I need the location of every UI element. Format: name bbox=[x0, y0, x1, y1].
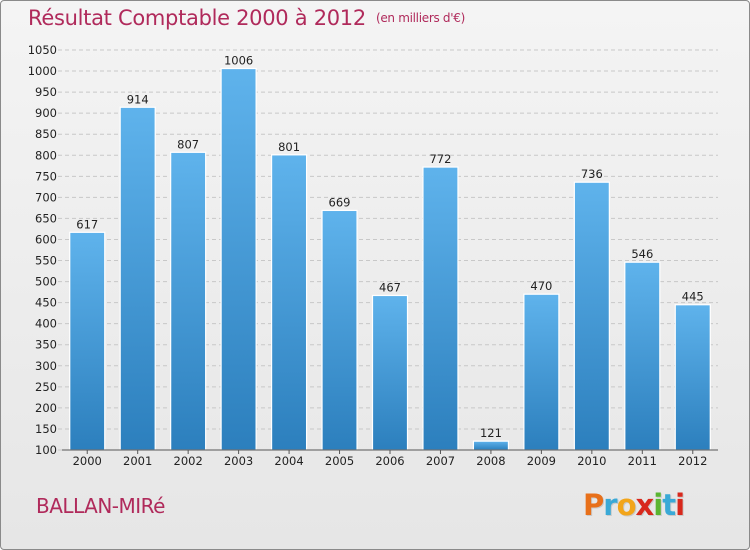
x-tick-label: 2006 bbox=[375, 454, 404, 468]
x-tick-label: 2011 bbox=[628, 454, 657, 468]
logo-letter: t bbox=[662, 488, 676, 522]
y-tick-label: 150 bbox=[35, 422, 57, 436]
y-tick-label: 300 bbox=[35, 359, 57, 373]
y-tick-label: 650 bbox=[35, 211, 57, 225]
bars bbox=[69, 67, 711, 451]
x-tick-label: 2002 bbox=[174, 454, 203, 468]
x-tick-label: 2003 bbox=[224, 454, 253, 468]
data-label: 617 bbox=[76, 217, 98, 231]
x-tick-label: 2005 bbox=[325, 454, 354, 468]
x-tick-label: 2001 bbox=[123, 454, 152, 468]
logo-letter: r bbox=[603, 488, 617, 522]
bar bbox=[371, 294, 409, 451]
data-label: 121 bbox=[480, 426, 502, 440]
x-tick-label: 2007 bbox=[426, 454, 455, 468]
bar bbox=[119, 106, 156, 451]
y-tick-label: 400 bbox=[35, 317, 57, 331]
x-axis-ticks: 2000 2001 2002 2003 2004 2005 2006 2007 2008 2009… bbox=[73, 450, 707, 468]
y-tick-label: 700 bbox=[35, 190, 57, 204]
data-labels: 617 914 807 1006 801 669 467 772 121 470 736 546 445 bbox=[76, 54, 703, 441]
logo-letter: i bbox=[653, 488, 663, 522]
y-tick-label: 950 bbox=[35, 85, 57, 99]
bar bbox=[220, 67, 257, 451]
bar bbox=[624, 261, 661, 451]
data-label: 445 bbox=[682, 290, 704, 304]
y-tick-label: 100 bbox=[35, 443, 57, 457]
x-tick-label: 2004 bbox=[274, 454, 303, 468]
logo-letter: o bbox=[616, 488, 637, 522]
bar bbox=[321, 209, 358, 451]
data-label: 546 bbox=[631, 247, 653, 261]
y-tick-label: 550 bbox=[35, 254, 57, 268]
data-label: 669 bbox=[329, 195, 351, 209]
y-tick-label: 350 bbox=[35, 338, 57, 352]
bar bbox=[674, 304, 711, 451]
x-tick-label: 2000 bbox=[73, 454, 102, 468]
y-tick-label: 900 bbox=[35, 106, 57, 120]
data-label: 801 bbox=[278, 140, 300, 154]
chart-unit: (en milliers d'€) bbox=[375, 11, 465, 25]
y-tick-label: 1000 bbox=[28, 64, 57, 78]
bar bbox=[472, 440, 510, 451]
y-tick-label: 750 bbox=[35, 169, 57, 183]
y-tick-label: 200 bbox=[35, 401, 57, 415]
y-axis-ticks: 100 150 200 250 300 350 400 450 500 550 600 650 700 7… bbox=[28, 43, 57, 457]
logo-letter: i bbox=[675, 488, 685, 522]
data-label: 470 bbox=[530, 279, 552, 293]
bar bbox=[69, 231, 106, 451]
commune-name: BALLAN-MIRé bbox=[36, 494, 165, 518]
bar bbox=[270, 154, 308, 451]
logo-letter: x bbox=[635, 488, 655, 522]
x-tick-label: 2012 bbox=[678, 454, 707, 468]
y-tick-label: 250 bbox=[35, 380, 57, 394]
data-label: 736 bbox=[581, 167, 603, 181]
y-tick-label: 850 bbox=[35, 127, 57, 141]
y-tick-label: 1050 bbox=[28, 43, 57, 57]
y-tick-label: 800 bbox=[35, 148, 57, 162]
y-tick-label: 600 bbox=[35, 232, 57, 246]
x-tick-label: 2009 bbox=[527, 454, 556, 468]
data-label: 1006 bbox=[224, 54, 253, 68]
bar bbox=[170, 151, 207, 451]
proxiti-logo: Proxiti bbox=[583, 488, 685, 522]
data-label: 807 bbox=[177, 137, 199, 151]
y-tick-label: 450 bbox=[35, 296, 57, 310]
chart-title: Résultat Comptable 2000 à 2012 (en millie… bbox=[28, 6, 465, 30]
y-tick-label: 500 bbox=[35, 275, 57, 289]
logo-letter: P bbox=[583, 488, 604, 522]
bar bbox=[573, 181, 610, 451]
x-tick-label: 2010 bbox=[577, 454, 606, 468]
bar bbox=[523, 293, 560, 451]
bar bbox=[422, 166, 459, 451]
x-tick-label: 2008 bbox=[476, 454, 505, 468]
data-label: 772 bbox=[429, 152, 451, 166]
chart-title-text: Résultat Comptable 2000 à 2012 bbox=[28, 6, 366, 30]
data-label: 914 bbox=[127, 92, 149, 106]
data-label: 467 bbox=[379, 280, 401, 294]
